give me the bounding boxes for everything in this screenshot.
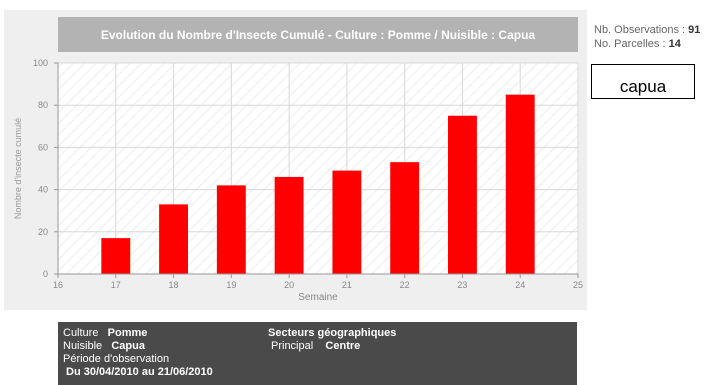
bar-chart: 16 17 18 19 20 21 22 23 24 25 0 20 40 60 80 100 Nombre … bbox=[13, 58, 583, 303]
observations-value: 91 bbox=[688, 24, 701, 36]
parcelles-stat: No. Parcelles : 14 bbox=[594, 37, 700, 51]
chart-title: Evolution du Nombre d'Insecte Cumulé - C… bbox=[58, 17, 578, 52]
principal-label: Principal bbox=[271, 340, 314, 352]
bar-week-20[interactable] bbox=[274, 176, 304, 274]
x-tick-label: 25 bbox=[573, 280, 583, 290]
parcelles-value: 14 bbox=[668, 38, 681, 50]
nuisible-value: Capua bbox=[111, 340, 145, 352]
legend-label: capua bbox=[619, 77, 667, 96]
bar-week-21[interactable] bbox=[332, 170, 362, 274]
y-tick-label: 80 bbox=[38, 100, 48, 110]
plot-area bbox=[58, 63, 578, 274]
bar-week-23[interactable] bbox=[448, 115, 477, 274]
nuisible-row: Nuisible Capua bbox=[63, 340, 145, 352]
parcelles-label: No. Parcelles : bbox=[594, 38, 666, 50]
culture-row: Culture Pomme bbox=[63, 327, 147, 339]
legend: capua bbox=[591, 64, 695, 99]
x-tick-label: 22 bbox=[400, 280, 410, 290]
x-tick-label: 16 bbox=[53, 280, 63, 290]
x-tick-label: 17 bbox=[111, 280, 121, 290]
x-tick-label: 20 bbox=[284, 280, 294, 290]
observations-label: Nb. Observations : bbox=[594, 24, 686, 36]
nuisible-label: Nuisible bbox=[63, 340, 103, 352]
bar-week-24[interactable] bbox=[505, 94, 535, 275]
bar-week-18[interactable] bbox=[159, 204, 188, 274]
y-tick-label: 60 bbox=[38, 142, 48, 152]
culture-label: Culture bbox=[63, 327, 99, 339]
bar-week-22[interactable] bbox=[390, 162, 420, 274]
y-tick-label: 0 bbox=[43, 269, 48, 279]
y-tick-label: 100 bbox=[33, 58, 48, 68]
x-tick-label: 23 bbox=[457, 280, 467, 290]
info-panel: Culture Pomme Nuisible Capua Période d'o… bbox=[58, 322, 577, 385]
x-axis-label: Semaine bbox=[298, 292, 338, 303]
bar-week-19[interactable] bbox=[216, 185, 246, 274]
periode-dates: Du 30/04/2010 au 21/06/2010 bbox=[66, 366, 213, 378]
culture-value: Pomme bbox=[107, 327, 148, 339]
principal-row: Principal Centre bbox=[271, 340, 360, 352]
stats-summary: Nb. Observations : 91 No. Parcelles : 14 bbox=[594, 23, 700, 51]
secteurs-heading: Secteurs géographiques bbox=[268, 327, 397, 339]
bar-week-17[interactable] bbox=[101, 238, 131, 274]
observations-stat: Nb. Observations : 91 bbox=[594, 23, 700, 37]
y-axis-label: Nombre d'insecte cumulé bbox=[13, 118, 23, 219]
periode-label: Période d'observation bbox=[63, 353, 170, 365]
x-tick-label: 19 bbox=[226, 280, 236, 290]
periode-value: Du 30/04/2010 au 21/06/2010 bbox=[66, 366, 213, 378]
y-tick-label: 40 bbox=[38, 185, 48, 195]
secteurs-label: Secteurs géographiques bbox=[268, 327, 396, 339]
x-tick-label: 24 bbox=[515, 280, 525, 290]
y-tick-label: 20 bbox=[38, 227, 48, 237]
x-tick-label: 18 bbox=[169, 280, 179, 290]
x-tick-label: 21 bbox=[342, 280, 352, 290]
principal-value: Centre bbox=[325, 340, 361, 352]
